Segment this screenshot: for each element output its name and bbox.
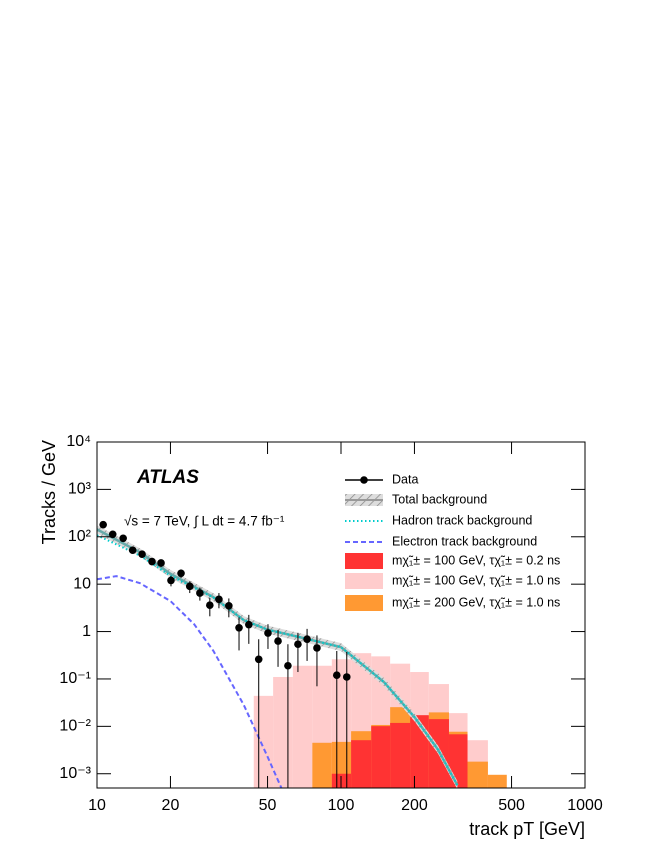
legend-label: Electron track background <box>392 534 537 548</box>
data-point <box>342 673 351 681</box>
x-tick-label: 200 <box>401 797 428 814</box>
curve <box>97 528 459 786</box>
y-tick-label: 1 <box>82 623 91 640</box>
histogram-bar <box>253 695 274 788</box>
data-point <box>206 601 214 609</box>
histogram-bar <box>292 665 313 788</box>
histogram-bar <box>371 726 391 788</box>
x-tick-label: 50 <box>259 797 277 814</box>
data-point <box>294 640 302 649</box>
plot-area <box>97 520 507 788</box>
data-point <box>332 671 341 680</box>
y-tick-label: 10³ <box>68 481 92 498</box>
data-point <box>225 601 233 610</box>
y-tick-label: 10⁻³ <box>59 765 91 782</box>
data-point <box>177 569 185 578</box>
histogram-bar <box>487 774 507 788</box>
legend-label: mχ̃₁± = 100 GeV, τχ̃₁± = 0.2 ns <box>392 553 560 567</box>
data-point <box>274 637 282 645</box>
y-tick-label: 10⁻² <box>59 718 91 735</box>
histogram-bar <box>273 676 293 788</box>
annotation: √s = 7 TeV, ∫ L dt = 4.7 fb⁻¹ <box>124 514 285 529</box>
atlas-label: ATLAS <box>136 467 199 488</box>
legend: Data Total background Hadron track backgro… <box>345 472 560 611</box>
data-point <box>235 624 243 632</box>
histogram-bar <box>312 742 332 788</box>
legend-label: Hadron track background <box>392 513 532 527</box>
data-point <box>119 534 127 543</box>
legend-symbol <box>345 595 383 611</box>
legend-symbol <box>345 553 383 569</box>
legend-label: Data <box>392 472 418 486</box>
y-tick-label: 10 <box>73 575 91 592</box>
x-tick-label: 100 <box>328 797 355 814</box>
data-point <box>157 559 165 567</box>
y-tick-label: 10² <box>68 528 92 545</box>
data-point <box>167 576 175 585</box>
data-point <box>313 644 321 652</box>
legend-symbol <box>360 476 368 484</box>
data-point <box>108 530 117 539</box>
data-point <box>303 635 311 643</box>
data-point <box>128 546 137 555</box>
data-point <box>185 582 194 591</box>
x-axis-label: track pT [GeV] <box>469 819 585 839</box>
data-point <box>254 655 263 664</box>
data-point <box>215 595 223 604</box>
y-tick-label: 10⁴ <box>66 433 91 450</box>
legend-label: mχ̃₁± = 200 GeV, τχ̃₁± = 1.0 ns <box>392 595 560 609</box>
data-point <box>284 661 292 670</box>
y-tick-label: 10⁻¹ <box>59 670 91 687</box>
data-point <box>138 550 146 558</box>
histogram-bar <box>467 761 488 788</box>
legend-symbol <box>345 573 383 589</box>
x-tick-label: 20 <box>162 797 180 814</box>
legend-label: Total background <box>392 492 487 506</box>
data-point <box>264 629 272 637</box>
curve <box>97 575 283 788</box>
histogram-bar <box>351 740 372 788</box>
x-tick-label: 1000 <box>567 797 603 814</box>
data-point <box>99 520 107 529</box>
y-axis-label: Tracks / GeV <box>39 440 59 544</box>
data-point <box>196 589 204 597</box>
data-point <box>148 557 156 566</box>
legend-label: mχ̃₁± = 100 GeV, τχ̃₁± = 1.0 ns <box>392 573 560 587</box>
x-tick-label: 10 <box>88 797 106 814</box>
histogram-bar <box>390 722 411 788</box>
x-tick-label: 500 <box>498 797 525 814</box>
histogram-bar <box>448 734 468 788</box>
data-point <box>245 620 253 629</box>
